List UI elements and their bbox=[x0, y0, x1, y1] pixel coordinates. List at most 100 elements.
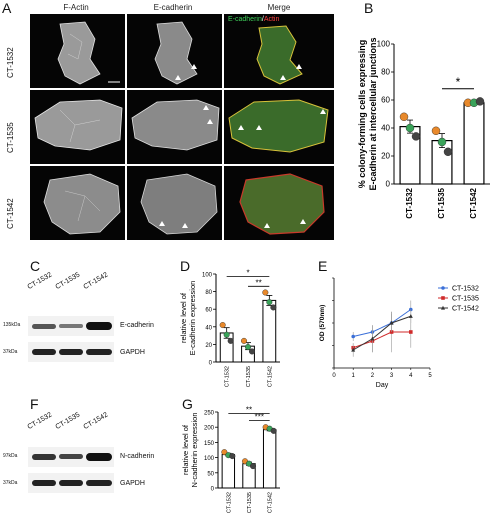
bar bbox=[463, 102, 485, 185]
y-tick-label: 40 bbox=[381, 124, 390, 133]
legend-marker bbox=[441, 286, 445, 290]
data-point bbox=[248, 348, 255, 355]
panel-letter-f: F bbox=[30, 396, 39, 412]
panel-letter-b: B bbox=[364, 0, 374, 16]
mw-marker: 37kDa bbox=[3, 480, 18, 486]
data-point bbox=[266, 299, 273, 306]
data-point bbox=[437, 137, 447, 147]
y-tick-label: 0 bbox=[211, 487, 215, 493]
image-factin-ct1542 bbox=[30, 166, 125, 240]
category-label: CT-1532 bbox=[405, 187, 414, 218]
y-tick-label: 200 bbox=[204, 426, 215, 432]
blot-strip-gapdh bbox=[28, 473, 114, 493]
image-merge-ct1532: E-cadherin/Actin bbox=[224, 14, 334, 88]
data-point bbox=[221, 449, 228, 456]
category-label: CT-1535 bbox=[246, 366, 252, 387]
data-point bbox=[370, 336, 375, 341]
legend-marker bbox=[441, 305, 445, 310]
category-label: CT-1532 bbox=[226, 492, 232, 513]
y-axis-label-line2: E-cadherin expression bbox=[188, 281, 197, 356]
image-ecadherin-ct1535 bbox=[127, 90, 222, 164]
significance-marker: *** bbox=[255, 413, 264, 422]
row-label-ct1535: CT-1535 bbox=[6, 122, 15, 153]
data-point bbox=[262, 289, 269, 296]
category-label: CT-1542 bbox=[268, 492, 274, 513]
bar bbox=[262, 429, 277, 489]
merge-legend: E-cadherin/Actin bbox=[228, 16, 280, 23]
lane-label: CT-1542 bbox=[82, 411, 110, 431]
image-ecadherin-ct1532 bbox=[127, 14, 222, 88]
panel-letter-e: E bbox=[318, 258, 328, 274]
image-merge-ct1542 bbox=[224, 166, 334, 240]
data-point bbox=[351, 334, 355, 339]
category-label: CT-1535 bbox=[437, 187, 446, 218]
x-tick-label: 5 bbox=[428, 373, 432, 379]
data-point bbox=[229, 453, 236, 460]
data-point bbox=[351, 347, 356, 352]
y-tick-label: 80 bbox=[381, 68, 390, 77]
mw-marker: 97kDa bbox=[3, 453, 18, 459]
column-title-ecadherin: E-cadherin bbox=[153, 3, 193, 12]
blot-strip-ecadherin bbox=[28, 316, 114, 336]
data-point bbox=[270, 304, 277, 311]
y-tick-label: 60 bbox=[381, 96, 390, 105]
y-tick-label: 100 bbox=[204, 456, 215, 462]
legend-label: CT-1532 bbox=[452, 286, 479, 293]
data-point bbox=[405, 123, 415, 133]
panel-letter-d: D bbox=[180, 258, 191, 274]
column-title-factin: F-Actin bbox=[63, 3, 89, 12]
data-point bbox=[409, 330, 413, 334]
image-ecadherin-ct1542 bbox=[127, 166, 222, 240]
y-tick-label: 20 bbox=[205, 343, 212, 349]
data-point bbox=[475, 97, 485, 106]
protein-label: GAPDH bbox=[120, 480, 145, 487]
y-tick-label: 100 bbox=[377, 40, 391, 49]
data-point bbox=[443, 147, 453, 157]
significance-marker: * bbox=[456, 75, 461, 89]
data-point bbox=[270, 427, 277, 434]
row-label-ct1532: CT-1532 bbox=[6, 47, 15, 78]
data-point bbox=[244, 344, 251, 351]
y-tick-label: 40 bbox=[205, 325, 212, 331]
data-point bbox=[431, 126, 441, 136]
blot-strip-ncadherin bbox=[28, 447, 114, 467]
column-title-merge: Merge bbox=[267, 3, 291, 12]
data-point bbox=[227, 337, 234, 344]
y-axis-label-line2: N-cadherin expression bbox=[190, 412, 199, 487]
lane-label: CT-1535 bbox=[54, 411, 82, 431]
panel-letter-c: C bbox=[30, 258, 41, 274]
lane-label: CT-1532 bbox=[26, 411, 54, 431]
x-tick-label: 3 bbox=[390, 373, 394, 379]
lane-label: CT-1532 bbox=[26, 271, 54, 291]
y-axis-label: OD (570nm) bbox=[319, 305, 326, 341]
category-label: CT-1542 bbox=[469, 187, 478, 218]
image-merge-ct1535 bbox=[224, 90, 334, 164]
category-label: CT-1532 bbox=[225, 366, 231, 387]
series-line bbox=[352, 315, 411, 351]
panel-letter-g: G bbox=[182, 396, 193, 412]
blot-strip-gapdh bbox=[28, 342, 114, 362]
significance-marker: ** bbox=[246, 406, 252, 415]
legend-label: CT-1542 bbox=[452, 306, 479, 313]
mw-marker: 37kDa bbox=[3, 349, 18, 355]
x-tick-label: 2 bbox=[371, 373, 375, 379]
chart-d: 0 20 40 60 80 100 CT-1532 CT-1535 CT-1542 relativ… bbox=[179, 269, 280, 387]
y-tick-label: 150 bbox=[204, 441, 215, 447]
data-point bbox=[408, 314, 413, 318]
y-axis-label-line1: relative level of bbox=[179, 292, 188, 343]
y-axis-label-line1: relative level of bbox=[181, 424, 190, 475]
significance-marker: ** bbox=[256, 278, 262, 287]
y-axis-label-line2: E-cadherin at intercellular junctions bbox=[368, 37, 378, 190]
image-factin-ct1535 bbox=[30, 90, 125, 164]
legend-label: CT-1535 bbox=[452, 296, 479, 303]
panel-letter-a: A bbox=[2, 0, 12, 16]
y-axis-label-line1: % colony-forming cells expressing bbox=[357, 40, 367, 189]
data-point bbox=[389, 320, 394, 325]
y-tick-label: 20 bbox=[381, 152, 390, 161]
significance-marker: * bbox=[246, 269, 249, 278]
protein-label: N-cadherin bbox=[120, 453, 155, 460]
x-axis-label: Day bbox=[376, 382, 389, 389]
image-factin-ct1532 bbox=[30, 14, 125, 88]
row-label-ct1542: CT-1542 bbox=[6, 198, 15, 229]
y-tick-label: 80 bbox=[205, 290, 212, 296]
